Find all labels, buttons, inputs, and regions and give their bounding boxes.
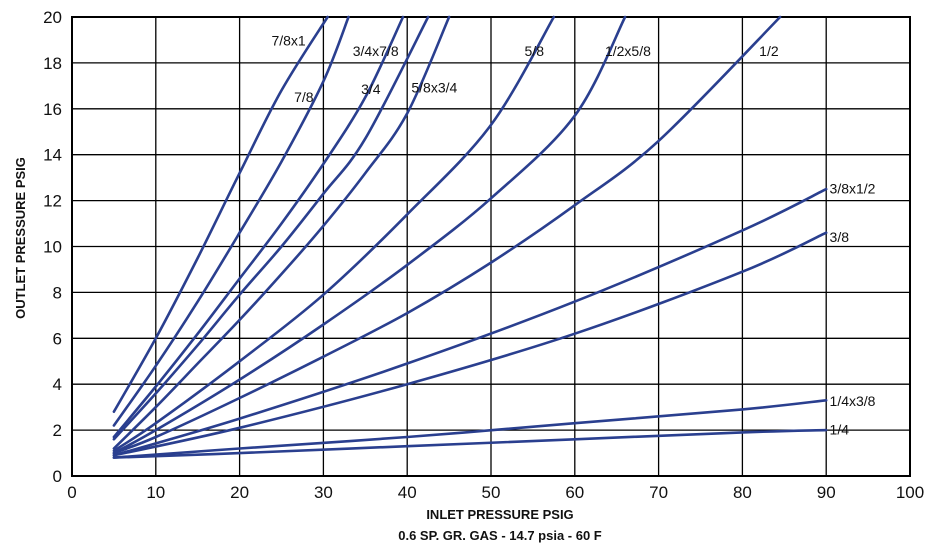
series-line [112, 15, 556, 453]
y-tick-label: 10 [43, 238, 62, 257]
series-label: 5/8x3/4 [411, 80, 457, 96]
y-tick-label: 18 [43, 54, 62, 73]
x-tick-label: 10 [146, 483, 165, 502]
series-labels: 7/8x1 3/4x7/8 5/8 1/2x5/8 1/2 7/8 3/4 5/8x3/4 3/… [271, 33, 875, 438]
series-lines [112, 15, 828, 459]
series-line [112, 15, 451, 450]
series-label: 1/4 [830, 422, 850, 438]
x-tick-label: 30 [314, 483, 333, 502]
series-line [112, 399, 828, 459]
y-tick-label: 14 [43, 146, 62, 165]
series-label: 7/8 [294, 89, 314, 105]
y-tick-label: 2 [53, 421, 62, 440]
series-label: 1/2 [759, 43, 779, 59]
series-label: 1/4x3/8 [830, 393, 876, 409]
x-tick-label: 70 [649, 483, 668, 502]
chart-grid [71, 16, 911, 477]
series-line [112, 187, 828, 457]
x-tick-label: 0 [67, 483, 76, 502]
axis-ticks: 0 10 20 30 40 50 60 70 80 90 100 0 2 4 6 8 10 12 14 16 18 20 [43, 8, 924, 502]
y-tick-label: 4 [53, 375, 62, 394]
series-label: 3/4x7/8 [353, 43, 399, 59]
series-line [112, 15, 627, 455]
x-axis-title: INLET PRESSURE PSIG [426, 507, 573, 522]
series-line [112, 428, 828, 459]
x-tick-label: 80 [733, 483, 752, 502]
series-label: 7/8x1 [271, 33, 305, 49]
x-tick-label: 60 [565, 483, 584, 502]
series-label: 5/8 [525, 43, 545, 59]
series-label: 3/4 [361, 81, 381, 97]
series-label: 3/8x1/2 [830, 181, 876, 197]
x-tick-label: 40 [398, 483, 417, 502]
series-line [112, 15, 430, 441]
x-tick-label: 100 [896, 483, 924, 502]
y-tick-label: 8 [53, 283, 62, 302]
y-tick-label: 20 [43, 8, 62, 27]
series-label: 1/2x5/8 [605, 43, 651, 59]
x-tick-label: 50 [482, 483, 501, 502]
x-tick-label: 90 [817, 483, 836, 502]
plot-frame [71, 16, 911, 477]
series-line [112, 15, 782, 455]
y-tick-label: 12 [43, 192, 62, 211]
y-tick-label: 16 [43, 100, 62, 119]
series-line [112, 15, 350, 427]
series-line [112, 15, 405, 439]
series-line [112, 231, 828, 457]
y-axis-title: OUTLET PRESSURE PSIG [13, 157, 28, 319]
series-line [112, 15, 329, 413]
y-tick-label: 0 [53, 467, 62, 486]
y-tick-label: 6 [53, 329, 62, 348]
series-label: 3/8 [830, 229, 850, 245]
chart-subtitle: 0.6 SP. GR. GAS - 14.7 psia - 60 F [398, 528, 602, 543]
x-tick-label: 20 [230, 483, 249, 502]
